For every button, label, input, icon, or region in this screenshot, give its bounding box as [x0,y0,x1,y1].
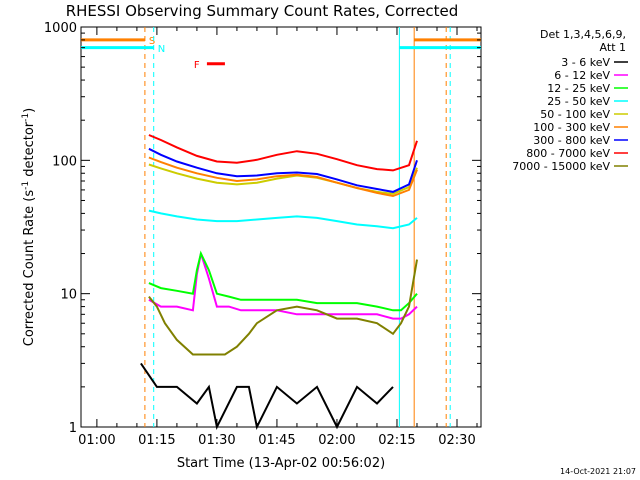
legend-entry: 25 - 50 keV [547,95,628,108]
legend-entry: 800 - 7000 keV [526,147,628,160]
x-axis-label: Start Time (13-Apr-02 00:56:02) [177,456,385,471]
legend-header-line-2: Att 1 [600,41,626,54]
legend-label: 3 - 6 keV [561,56,610,69]
legend-header-line-1: Det 1,3,4,5,6,9, [540,28,626,41]
chart-title: RHESSI Observing Summary Count Rates, Co… [66,2,459,20]
legend-entry: 300 - 800 keV [533,134,628,147]
series-line [148,250,418,312]
legend-entry: 7000 - 15000 keV [512,160,628,173]
plot-frame [80,26,482,428]
segments-layer: F [81,38,481,71]
x-tick-label: 02:15 [378,433,415,448]
y-tick-label: 10 [60,288,77,303]
y-axis-label: Corrected Count Rate (s-1 detector-1) [21,108,37,346]
x-tick-label: 01:45 [258,433,295,448]
x-axis-ticks: 01:00 01:15 01:30 01:45 02:00 02:15 02:30 [78,27,478,448]
series-line [148,253,418,320]
legend-entry: 3 - 6 keV [561,56,628,69]
legend-label: 50 - 100 keV [540,108,610,121]
x-tick-label: 02:30 [438,433,475,448]
legend-entry: 100 - 300 keV [533,121,628,134]
series-line [148,209,418,230]
legend-entry: 12 - 25 keV [547,82,628,95]
y-tick-label: 1 [69,421,77,436]
legend-label: 800 - 7000 keV [526,147,610,160]
series-layer [140,134,418,431]
y-tick-label: 100 [52,154,77,169]
legend-entry: 50 - 100 keV [540,108,628,121]
flag-label: F [194,60,200,71]
series-line [140,362,394,431]
event-marker-label: N [158,44,165,55]
legend-label: 25 - 50 keV [547,95,610,108]
y-axis-ticks: 1 10 100 1000 [44,21,481,436]
series-line [148,163,418,195]
plot-area: SN F 01:00 01:15 01:30 01:45 02:00 02:15 02:30… [44,21,482,448]
series-line [148,156,418,198]
legend-label: 6 - 12 keV [554,69,610,82]
legend-label: 100 - 300 keV [533,121,610,134]
markers-layer: SN [144,27,451,427]
event-marker-label: S [149,36,155,47]
legend-entry: 6 - 12 keV [554,69,628,82]
series-line [148,134,418,172]
x-tick-label: 02:00 [318,433,355,448]
x-tick-label: 01:15 [138,433,175,448]
series-line [148,259,418,356]
x-tick-label: 01:30 [198,433,235,448]
x-tick-label: 01:00 [78,433,115,448]
legend-label: 300 - 800 keV [533,134,610,147]
timestamp: 14-Oct-2021 21:07 [560,467,636,476]
series-line [148,147,418,193]
y-tick-label: 1000 [44,21,77,36]
legend-label: 7000 - 15000 keV [512,160,610,173]
legend-label: 12 - 25 keV [547,82,610,95]
